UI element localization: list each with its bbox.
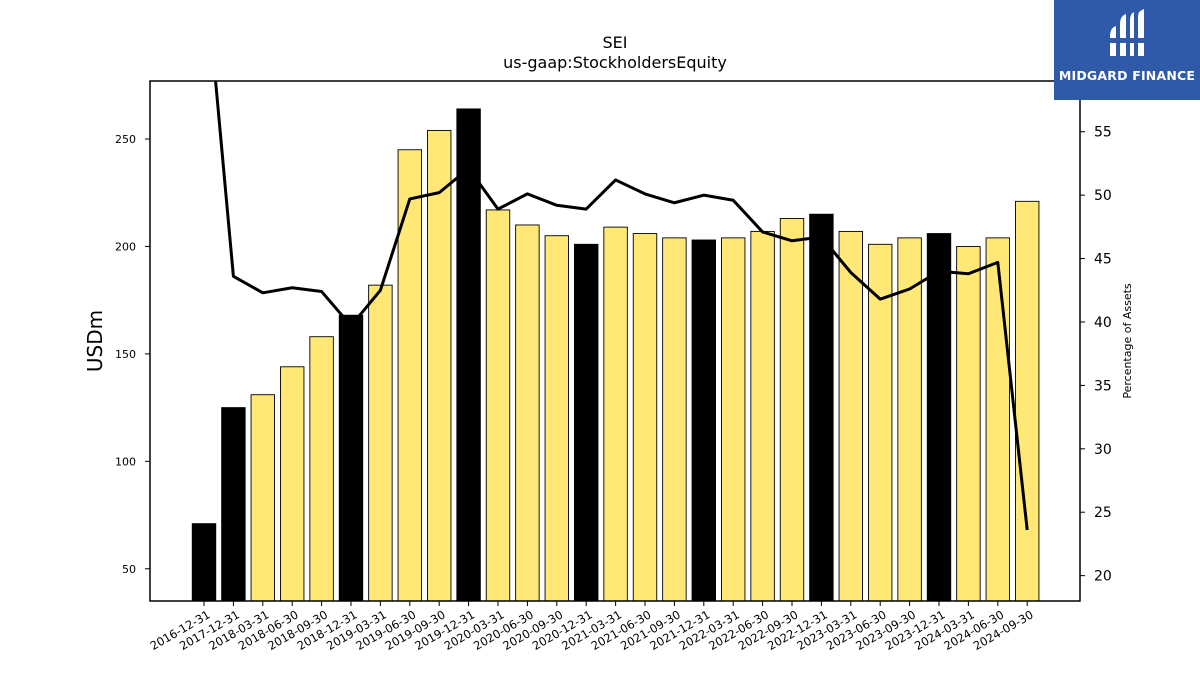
- bar: [280, 366, 305, 601]
- bar: [338, 314, 364, 601]
- y2-tick-label: 20: [1094, 569, 1112, 585]
- bar: [897, 237, 922, 601]
- bar: [574, 243, 599, 601]
- y-axis-label: USDm: [83, 310, 107, 372]
- bar: [838, 230, 863, 601]
- midgard-logo-icon: [1108, 9, 1146, 56]
- bar: [397, 149, 422, 601]
- y2-tick-label: 55: [1094, 125, 1112, 141]
- y2-tick-label: 50: [1094, 188, 1112, 204]
- plot-frame: [149, 80, 1081, 602]
- bar: [868, 243, 893, 601]
- bar: [603, 226, 628, 601]
- chart-title: SEI: [603, 33, 628, 52]
- bars: [191, 108, 1040, 601]
- bar: [662, 237, 687, 601]
- bar: [779, 218, 805, 601]
- bar: [485, 209, 511, 601]
- bar: [1015, 200, 1040, 601]
- y-tick-label: 100: [115, 455, 136, 468]
- series-line: [214, 81, 1029, 531]
- chart-subtitle: us-gaap:StockholdersEquity: [503, 53, 727, 72]
- bar: [985, 237, 1010, 601]
- y2-axis-label: Percentage of Assets: [1121, 283, 1134, 399]
- bar: [691, 239, 716, 601]
- y2-tick-label: 40: [1094, 315, 1112, 331]
- y2-tick-label: 25: [1094, 505, 1112, 521]
- y-tick-label: 200: [115, 240, 136, 253]
- y-tick-label: 150: [115, 348, 136, 361]
- logo: MIDGARD FINANCE: [1054, 0, 1200, 100]
- logo-text: MIDGARD FINANCE: [1058, 68, 1196, 83]
- bar: [809, 213, 834, 601]
- bar: [191, 523, 217, 601]
- bar: [750, 230, 775, 601]
- bar: [427, 129, 452, 601]
- bar: [544, 235, 569, 601]
- bar: [515, 224, 540, 601]
- y-tick-label: 250: [115, 133, 136, 146]
- bar: [309, 336, 334, 601]
- y2-tick-label: 45: [1094, 252, 1112, 268]
- bar: [632, 233, 658, 601]
- bar: [368, 284, 393, 601]
- y-tick-label: 50: [122, 563, 136, 576]
- bar: [721, 237, 746, 601]
- y2-tick-label: 35: [1094, 378, 1112, 394]
- bar: [456, 108, 481, 601]
- bar: [250, 394, 276, 601]
- bar: [926, 233, 952, 601]
- percentage-line: [214, 81, 1029, 531]
- bar: [956, 245, 981, 601]
- bar: [221, 407, 246, 601]
- y2-tick-label: 30: [1094, 442, 1112, 458]
